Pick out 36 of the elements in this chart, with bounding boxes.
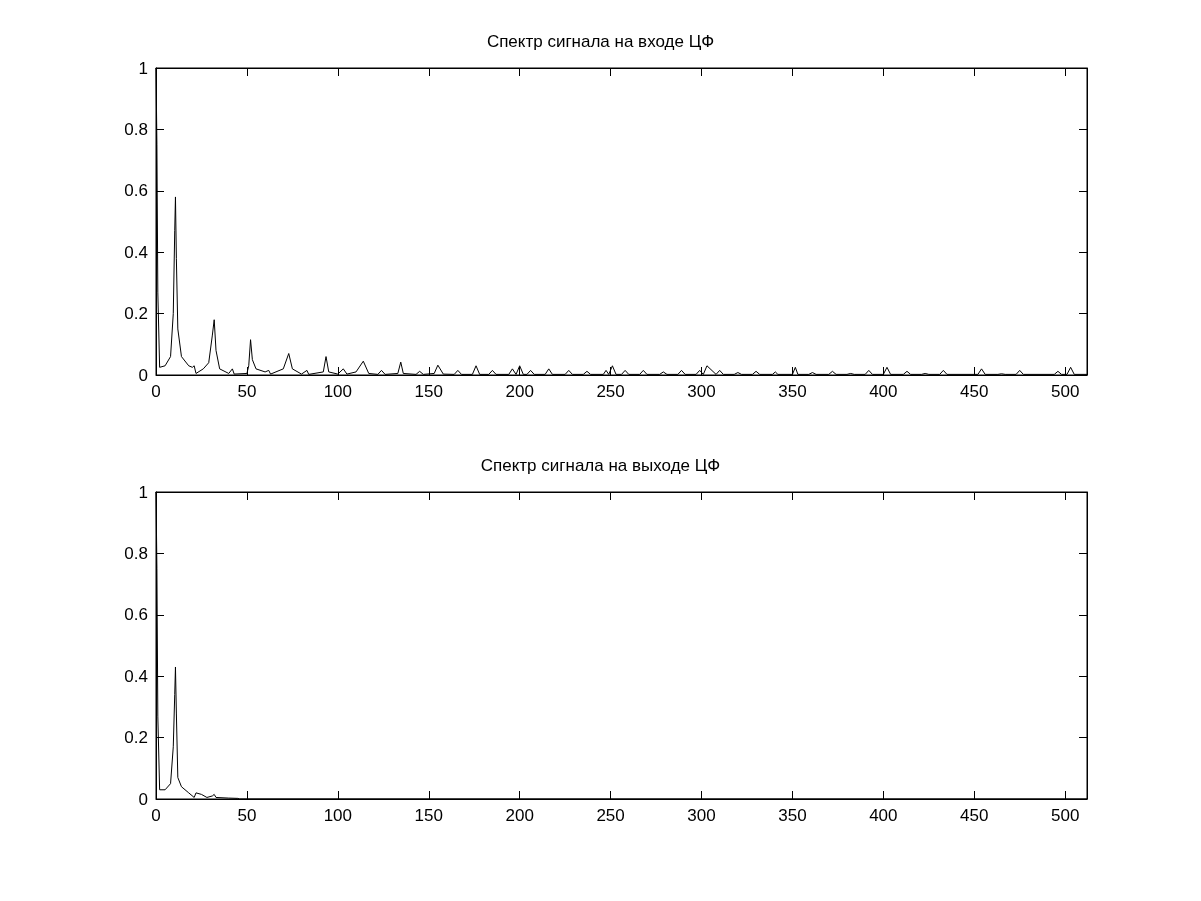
x-tick-label: 200 [505,382,534,401]
x-tick-label: 500 [1050,382,1080,401]
y-tick-label: 0.2 [124,728,148,748]
y-tick-label: 0 [138,365,148,385]
y-tick-label: 0.6 [124,181,148,201]
x-tick-label: 250 [596,806,625,825]
y-tick-label: 0 [138,789,148,809]
x-tick-label: 300 [687,806,716,825]
x-tick-label: 150 [414,806,443,825]
x-tick-label: 350 [778,382,807,401]
x-tick-label: 0 [151,806,161,825]
chart-title: Спектр сигнала на входе ЦФ [486,32,715,51]
chart-title: Спектр сигнала на выходе ЦФ [480,456,721,475]
y-tick-label: 0.4 [124,242,148,262]
x-tick-label: 0 [151,382,161,401]
y-tick-label: 1 [138,482,148,502]
y-tick-label: 0.6 [124,605,148,625]
x-tick-label: 100 [323,382,353,401]
x-tick-label: 50 [237,382,257,401]
y-tick-label: 0.4 [124,666,148,686]
x-tick-label: 400 [869,806,898,825]
x-tick-label: 200 [505,806,534,825]
x-tick-label: 450 [960,382,989,401]
x-tick-label: 150 [414,382,443,401]
y-tick-label: 0.2 [124,304,148,324]
x-tick-label: 400 [869,382,898,401]
y-tick-label: 1 [138,58,148,78]
y-tick-label: 0.8 [124,119,148,139]
x-tick-label: 350 [778,806,807,825]
y-tick-label: 0.8 [124,543,148,563]
x-tick-label: 500 [1050,806,1080,825]
x-tick-label: 300 [687,382,716,401]
x-tick-label: 50 [237,806,257,825]
x-tick-label: 250 [596,382,625,401]
x-tick-label: 100 [323,806,353,825]
x-tick-label: 450 [960,806,989,825]
